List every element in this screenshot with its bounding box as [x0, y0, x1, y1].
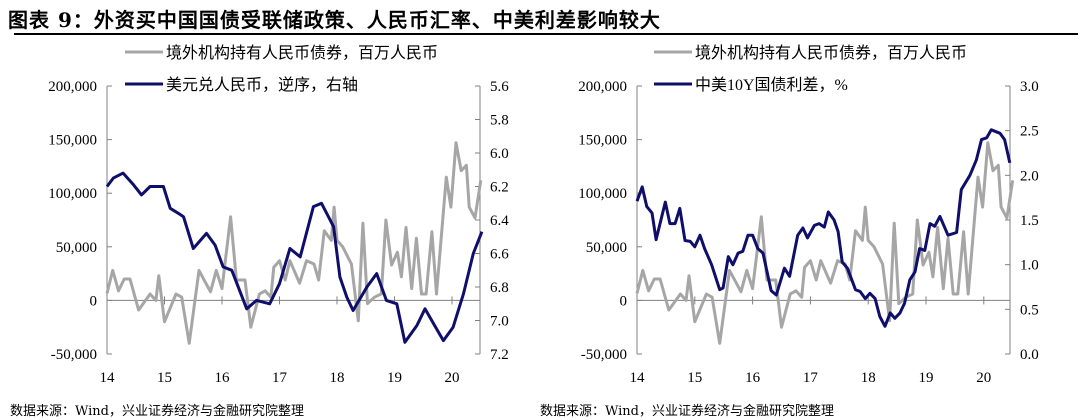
left-axis-tick-label: 100,000 [48, 186, 97, 202]
left-axis-tick-label: 100,000 [578, 186, 627, 202]
x-axis-tick-label: 20 [976, 370, 991, 386]
legend-label: 境外机构持有人民币债券，百万人民币 [695, 43, 967, 62]
left-axis-tick-label: 0 [90, 293, 98, 309]
left-axis-tick-label: 150,000 [578, 133, 627, 149]
x-axis-tick-label: 17 [272, 370, 288, 386]
right-axis-tick-label: 5.6 [490, 79, 509, 95]
series-line-gray [105, 141, 483, 345]
source-note-left: 数据来源：Wind，兴业证券经济与金融研究院整理 [10, 404, 304, 419]
legend-label: 中美10Y国债利差，% [695, 76, 848, 94]
left-axis-tick-label: 200,000 [578, 79, 627, 95]
x-axis-tick-label: 20 [445, 370, 460, 386]
x-axis-tick-label: 18 [330, 370, 345, 386]
source-note-right: 数据来源：Wind，兴业证券经济与金融研究院整理 [540, 404, 834, 419]
right-axis-tick-label: 2.5 [1020, 124, 1039, 140]
right-axis-tick-label: 2.0 [1020, 168, 1039, 184]
x-axis-tick-label: 17 [803, 370, 819, 386]
right-axis-tick-label: 7.2 [490, 347, 509, 363]
x-axis-tick-label: 15 [157, 370, 172, 386]
left-axis-tick-label: 150,000 [48, 133, 97, 149]
left-axis-tick-label: -50,000 [581, 347, 627, 363]
legend-label: 境外机构持有人民币债券，百万人民币 [166, 43, 438, 62]
right-axis-tick-label: 3.0 [1020, 79, 1039, 95]
x-axis-tick-label: 14 [100, 370, 116, 386]
left-axis-tick-label: 0 [620, 293, 628, 309]
figure-title: 图表 9：外资买中国国债受联储政策、人民币汇率、中美利差影响较大 [8, 8, 661, 32]
right-axis-tick-label: 0.5 [1020, 302, 1039, 318]
x-axis-tick-label: 19 [919, 370, 934, 386]
x-axis-tick-label: 19 [387, 370, 402, 386]
left-axis-tick-label: -50,000 [51, 347, 97, 363]
x-axis-tick-label: 18 [861, 370, 876, 386]
series-line-navy [635, 128, 1012, 328]
right-axis-tick-label: 6.0 [490, 146, 509, 162]
right-axis-tick-label: 7.0 [490, 314, 509, 330]
x-axis-tick-label: 14 [630, 370, 646, 386]
left-axis-tick-label: 50,000 [56, 240, 97, 256]
series-line-navy [105, 171, 484, 344]
right-axis-tick-label: 1.0 [1020, 258, 1039, 274]
left-axis-tick-label: 50,000 [586, 240, 627, 256]
x-axis-tick-label: 16 [745, 370, 761, 386]
right-axis-tick-label: 1.5 [1020, 213, 1039, 229]
right-axis-tick-label: 6.2 [490, 180, 509, 196]
x-axis-tick-label: 15 [687, 370, 702, 386]
legend-label: 美元兑人民币，逆序，右轴 [166, 76, 358, 94]
title-divider [14, 33, 1078, 35]
left-axis-tick-label: 200,000 [48, 79, 97, 95]
right-axis-tick-label: 6.6 [490, 247, 509, 263]
right-axis-tick-label: 0.0 [1020, 347, 1039, 363]
x-axis-tick-label: 16 [215, 370, 231, 386]
right-axis-tick-label: 5.8 [490, 113, 509, 129]
right-axis-tick-label: 6.8 [490, 280, 509, 296]
right-axis-tick-label: 6.4 [490, 213, 509, 229]
